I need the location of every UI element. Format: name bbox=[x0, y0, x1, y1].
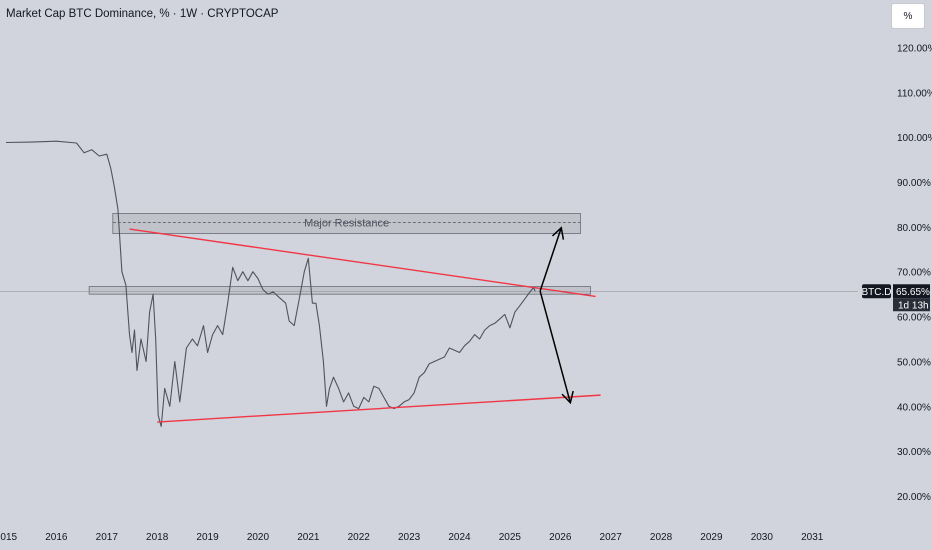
y-tick-label-0: 20.00% bbox=[897, 492, 931, 503]
y-tick-label-2: 40.00% bbox=[897, 402, 931, 413]
arrow-shaft-1 bbox=[539, 290, 572, 403]
y-tick-label-7: 90.00% bbox=[897, 178, 931, 189]
y-tick-label-10: 120.00% bbox=[897, 43, 932, 54]
zone-box-1 bbox=[88, 286, 591, 295]
arrow-shaft-0 bbox=[539, 227, 562, 292]
trendlines-layer bbox=[129, 228, 601, 423]
x-tick-label-14: 2029 bbox=[700, 532, 723, 543]
x-tick-label-12: 2027 bbox=[600, 532, 623, 543]
percent-scale-button[interactable]: % bbox=[891, 3, 925, 29]
last-value-tag: BTC.D 65.65% 1d 13h bbox=[862, 284, 930, 312]
y-tick-label-8: 100.00% bbox=[897, 133, 932, 144]
y-tick-label-9: 110.00% bbox=[897, 88, 932, 99]
x-tick-label-11: 2026 bbox=[549, 532, 572, 543]
y-axis: 20.00% 30.00% 40.00% 50.00% 60.00% 70.00% 80.0… bbox=[897, 43, 932, 503]
x-tick-label-8: 2023 bbox=[398, 532, 421, 543]
arrows-layer bbox=[539, 226, 574, 405]
x-tick-label-2: 2017 bbox=[96, 532, 119, 543]
zone-label-0: Major Resistance bbox=[304, 217, 389, 229]
value-tag-bg bbox=[893, 284, 930, 299]
y-tick-label-5: 70.00% bbox=[897, 268, 931, 279]
x-tick-label-1: 2016 bbox=[45, 532, 68, 543]
x-tick-label-10: 2025 bbox=[499, 532, 522, 543]
x-tick-label-3: 2018 bbox=[146, 532, 169, 543]
x-axis: 2015 2016 2017 2018 2019 2020 2021 2022 2023 2024… bbox=[0, 532, 824, 543]
arrow-head-0 bbox=[551, 226, 565, 240]
zone-box-0 bbox=[112, 213, 581, 235]
y-tick-label-6: 80.00% bbox=[897, 223, 931, 234]
x-tick-label-6: 2021 bbox=[297, 532, 320, 543]
value-tag-text: 65.65% bbox=[896, 287, 930, 298]
x-tick-label-13: 2028 bbox=[650, 532, 673, 543]
y-tick-label-1: 30.00% bbox=[897, 447, 931, 458]
x-tick-label-0: 2015 bbox=[0, 532, 18, 543]
y-tick-label-4: 60.00% bbox=[897, 313, 931, 324]
chart-title: Market Cap BTC Dominance, % · 1W · CRYPT… bbox=[6, 8, 279, 20]
x-tick-label-7: 2022 bbox=[348, 532, 371, 543]
x-tick-label-4: 2019 bbox=[196, 532, 219, 543]
trendline-1 bbox=[157, 394, 601, 423]
x-tick-label-9: 2024 bbox=[448, 532, 471, 543]
x-tick-label-15: 2030 bbox=[751, 532, 774, 543]
arrow-head-1 bbox=[561, 390, 574, 405]
x-tick-label-5: 2020 bbox=[247, 532, 270, 543]
trendline-0 bbox=[129, 228, 596, 298]
price-series-line bbox=[5, 140, 536, 428]
countdown-tag-bg bbox=[893, 298, 930, 312]
x-tick-label-16: 2031 bbox=[801, 532, 824, 543]
symbol-tag-text: BTC.D bbox=[862, 287, 892, 298]
symbol-tag-bg bbox=[862, 284, 891, 299]
zones-layer: Major Resistance bbox=[88, 213, 591, 295]
countdown-tag-text: 1d 13h bbox=[898, 300, 929, 311]
y-tick-label-3: 50.00% bbox=[897, 357, 931, 368]
